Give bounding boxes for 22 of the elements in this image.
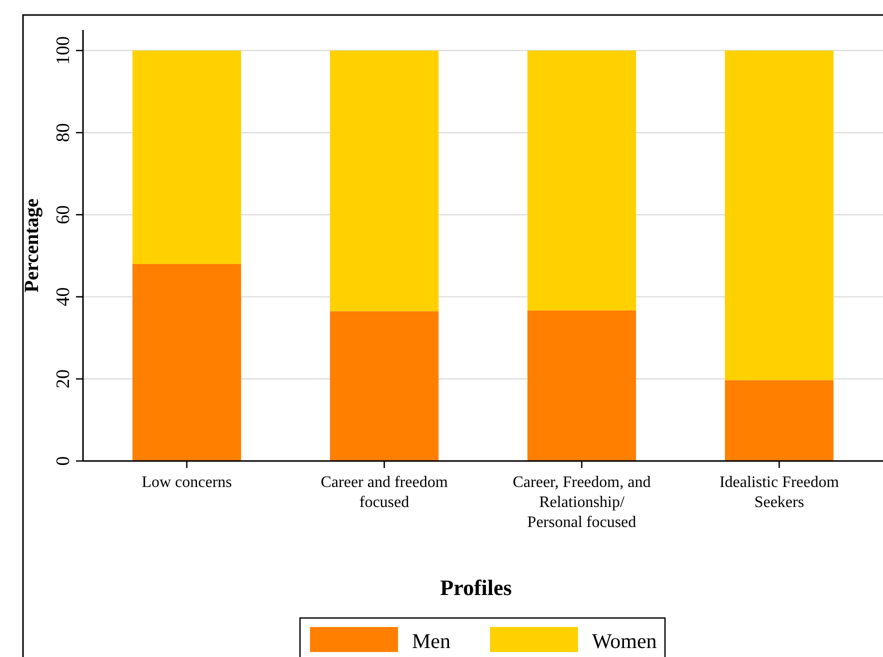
y-axis-title: Percentage bbox=[21, 198, 43, 293]
x-axis-title: Profiles bbox=[440, 575, 512, 600]
legend-label: Men bbox=[412, 629, 451, 653]
legend-label: Women bbox=[592, 629, 658, 653]
y-tick-label: 0 bbox=[53, 456, 74, 466]
bar bbox=[527, 310, 636, 461]
bar bbox=[330, 50, 439, 312]
bar bbox=[527, 50, 636, 310]
bar bbox=[724, 50, 834, 380]
x-tick-label: Career and freedom focused bbox=[320, 474, 448, 511]
bar bbox=[330, 311, 439, 461]
y-tick-label: 80 bbox=[53, 123, 74, 142]
x-tick-label: Idealistic Freedom Seekers bbox=[719, 474, 840, 511]
y-tick-label: 100 bbox=[53, 36, 74, 65]
y-tick-label: 20 bbox=[53, 369, 74, 388]
bar bbox=[724, 380, 834, 461]
x-tick-label: Career, Freedom, and Relationship/ Personal focused bbox=[512, 474, 651, 531]
y-tick-label: 60 bbox=[53, 205, 74, 224]
bar bbox=[132, 50, 242, 264]
y-tick-label: 40 bbox=[53, 287, 74, 306]
x-tick-label: Low concerns bbox=[142, 474, 232, 491]
bar bbox=[132, 264, 242, 461]
